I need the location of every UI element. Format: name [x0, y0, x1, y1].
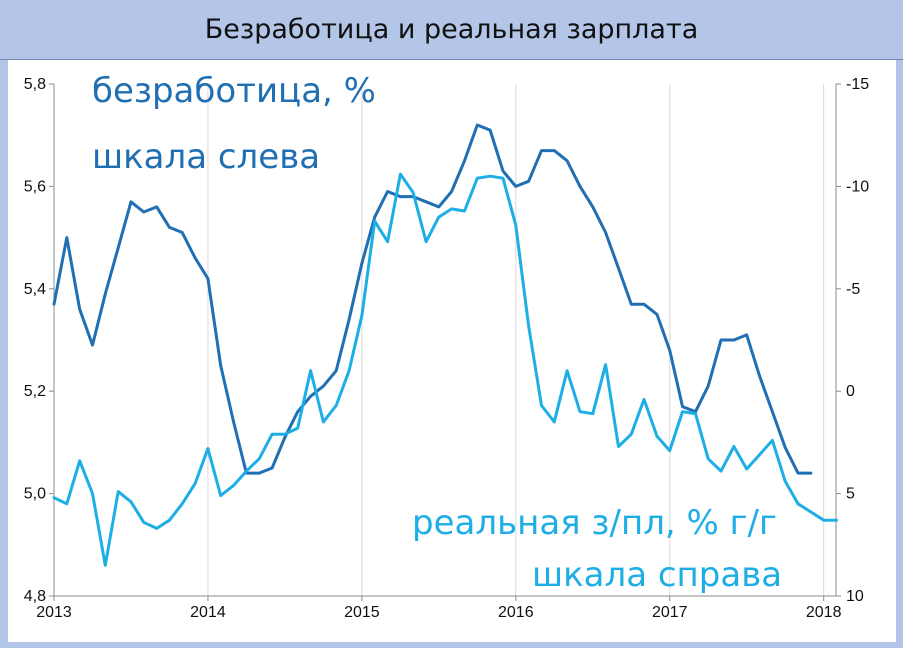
x-tick-label: 2013 [36, 604, 72, 621]
y-right-tick-label: 5 [846, 486, 855, 503]
y-right-tick-label: -5 [846, 281, 860, 298]
y-left-tick-label: 5,6 [24, 178, 46, 195]
chart-title-bar: Безработица и реальная зарплата [0, 0, 903, 60]
left-series-annotation-2: шкала слева [92, 137, 320, 177]
y-left-tick-label: 4,8 [24, 588, 46, 605]
x-tick-label: 2017 [652, 604, 688, 621]
x-tick-label: 2018 [806, 604, 842, 621]
x-tick-label: 2015 [344, 604, 380, 621]
unemployment-series-line [52, 123, 813, 475]
real-wage-series-line [52, 172, 838, 567]
y-left-tick-label: 5,8 [24, 76, 46, 93]
x-tick-label: 2016 [498, 604, 534, 621]
line-chart: 4,8 5,0 5,2 5,4 5,6 5,8 10 5 0 -5 -10 -15 2013 2014 20… [24, 71, 869, 621]
right-series-annotation-1: реальная з/пл, % г/г [412, 503, 777, 543]
y-left-tick-label: 5,0 [24, 486, 46, 503]
x-tick-label: 2014 [190, 604, 226, 621]
right-series-annotation-2: шкала справа [532, 555, 782, 595]
y-right-tick-label: -15 [846, 76, 869, 93]
chart-area: 4,8 5,0 5,2 5,4 5,6 5,8 10 5 0 -5 -10 -15 2013 2014 20… [8, 60, 896, 642]
chart-title: Безработица и реальная зарплата [204, 14, 699, 45]
left-series-annotation-1: безработица, % [92, 71, 376, 111]
y-left-tick-label: 5,4 [24, 281, 46, 298]
y-right-tick-label: -10 [846, 178, 869, 195]
y-left-tick-label: 5,2 [24, 383, 46, 400]
y-right-tick-label: 0 [846, 383, 855, 400]
y-right-tick-label: 10 [846, 588, 864, 605]
